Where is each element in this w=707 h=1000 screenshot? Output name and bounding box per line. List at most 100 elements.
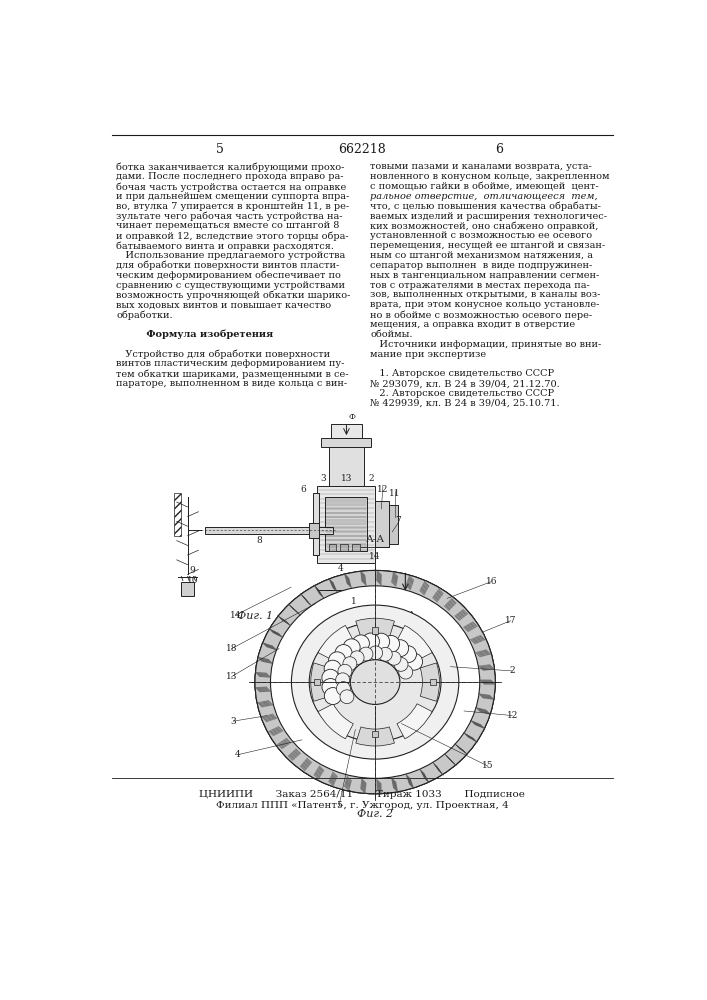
Bar <box>352 544 360 551</box>
Text: товыми пазами и каналами возврата, уста-: товыми пазами и каналами возврата, уста- <box>370 162 592 171</box>
Text: что, с целью повышения качества обрабаты-: что, с целью повышения качества обрабаты… <box>370 202 602 211</box>
Text: ческим деформированием обеспечивает по: ческим деформированием обеспечивает по <box>116 271 341 280</box>
Ellipse shape <box>271 586 480 778</box>
Text: сепаратор выполнен  в виде подпружинен-: сепаратор выполнен в виде подпружинен- <box>370 261 592 270</box>
Bar <box>372 627 378 634</box>
Text: но в обойме с возможностью осевого пере-: но в обойме с возможностью осевого пере- <box>370 310 592 320</box>
Text: возможность упрочняющей обкатки шарико-: возможность упрочняющей обкатки шарико- <box>116 290 351 300</box>
Bar <box>317 486 375 563</box>
Text: перемещения, несущей ее штангой и связан-: перемещения, несущей ее штангой и связан… <box>370 241 606 250</box>
Text: во, втулка 7 упирается в кронштейн 11, в ре-: во, втулка 7 упирается в кронштейн 11, в… <box>116 202 349 211</box>
Text: ных в тангенциальном направлении сегмен-: ных в тангенциальном направлении сегмен- <box>370 271 600 280</box>
Circle shape <box>324 660 341 677</box>
Circle shape <box>394 657 408 671</box>
Text: А-А: А-А <box>366 534 385 544</box>
Text: сравнению с существующими устройствами: сравнению с существующими устройствами <box>116 281 345 290</box>
Bar <box>430 679 436 685</box>
Text: № 429939, кл. В 24 в 39/04, 25.10.71.: № 429939, кл. В 24 в 39/04, 25.10.71. <box>370 399 560 408</box>
Text: бочая часть устройства остается на оправке: бочая часть устройства остается на оправ… <box>116 182 346 192</box>
Text: врата, при этом конусное кольцо установле-: врата, при этом конусное кольцо установл… <box>370 300 600 309</box>
Bar <box>372 731 378 737</box>
Text: Фиг. 2: Фиг. 2 <box>357 809 393 819</box>
Bar <box>313 493 320 555</box>
Circle shape <box>406 653 423 670</box>
Text: тов с отражателями в местах перехода па-: тов с отражателями в местах перехода па- <box>370 281 590 290</box>
Circle shape <box>335 645 352 662</box>
Text: 13: 13 <box>341 474 352 483</box>
Text: винтов пластическим деформированием пу-: винтов пластическим деформированием пу- <box>116 359 344 368</box>
Text: мещения, а оправка входит в отверстие: мещения, а оправка входит в отверстие <box>370 320 575 329</box>
Ellipse shape <box>271 586 480 778</box>
Text: новленного в конусном кольце, закрепленном: новленного в конусном кольце, закрепленн… <box>370 172 610 181</box>
Text: 2. Авторское свидетельство СССР: 2. Авторское свидетельство СССР <box>370 389 554 398</box>
Text: ральное отверстие,  отличающееся  тем,: ральное отверстие, отличающееся тем, <box>370 192 598 201</box>
Circle shape <box>322 669 339 686</box>
Text: 6: 6 <box>495 143 503 156</box>
Text: 12: 12 <box>378 485 389 494</box>
Wedge shape <box>356 618 395 637</box>
Text: 7: 7 <box>395 516 402 525</box>
Wedge shape <box>318 625 354 660</box>
Text: тем обкатки шариками, размещенными в се-: тем обкатки шариками, размещенными в се- <box>116 369 349 379</box>
Text: батываемого винта и оправки расходятся.: батываемого винта и оправки расходятся. <box>116 241 334 251</box>
Text: 13: 13 <box>226 672 238 681</box>
Text: Ф: Ф <box>348 413 355 421</box>
Circle shape <box>322 679 339 695</box>
Wedge shape <box>397 625 432 660</box>
Text: 3: 3 <box>230 717 236 726</box>
Bar <box>389 505 398 544</box>
Wedge shape <box>397 704 432 739</box>
Bar <box>329 544 337 551</box>
Bar <box>182 582 194 596</box>
Wedge shape <box>311 663 330 701</box>
Text: установленной с возможностью ее осевого: установленной с возможностью ее осевого <box>370 231 592 240</box>
Circle shape <box>352 635 370 652</box>
Circle shape <box>337 682 351 695</box>
Text: Устройство для обработки поверхности: Устройство для обработки поверхности <box>116 350 330 359</box>
Ellipse shape <box>309 623 441 741</box>
Text: 10: 10 <box>187 576 198 585</box>
Text: ным со штангой механизмом натяжения, а: ным со штангой механизмом натяжения, а <box>370 251 593 260</box>
Text: дами. После последнего прохода вправо ра-: дами. После последнего прохода вправо ра… <box>116 172 344 181</box>
Text: Филиал ППП «Патент», г. Ужгород, ул. Проектная, 4: Филиал ППП «Патент», г. Ужгород, ул. Про… <box>216 801 508 810</box>
Circle shape <box>325 688 341 705</box>
Text: 16: 16 <box>486 577 497 586</box>
Text: ботка заканчивается калибрующими прохо-: ботка заканчивается калибрующими прохо- <box>116 162 344 172</box>
Text: ких возможностей, оно снабжено оправкой,: ких возможностей, оно снабжено оправкой, <box>370 221 599 231</box>
Bar <box>340 544 348 551</box>
Ellipse shape <box>291 605 459 759</box>
Wedge shape <box>318 704 354 739</box>
Text: и оправкой 12, вследствие этого торцы обра-: и оправкой 12, вследствие этого торцы об… <box>116 231 349 241</box>
Text: 5: 5 <box>336 801 342 810</box>
Text: 11: 11 <box>389 489 400 498</box>
Circle shape <box>343 657 357 671</box>
Wedge shape <box>420 663 440 701</box>
Text: с помощью гайки в обойме, имеющей  цент-: с помощью гайки в обойме, имеющей цент- <box>370 182 599 191</box>
Bar <box>204 527 332 534</box>
Text: 17: 17 <box>505 616 517 625</box>
Text: ваемых изделий и расширения технологичес-: ваемых изделий и расширения технологичес… <box>370 212 607 221</box>
Circle shape <box>399 646 416 663</box>
Text: обработки.: обработки. <box>116 310 173 320</box>
Circle shape <box>368 646 382 660</box>
Circle shape <box>382 635 399 652</box>
Text: для обработки поверхности винтов пласти-: для обработки поверхности винтов пласти- <box>116 261 339 270</box>
Ellipse shape <box>255 570 495 794</box>
Wedge shape <box>356 727 395 746</box>
Text: 14: 14 <box>230 611 241 620</box>
Circle shape <box>392 640 409 657</box>
Text: 9: 9 <box>189 566 195 575</box>
Circle shape <box>343 639 360 656</box>
Bar <box>314 679 320 685</box>
Text: 12: 12 <box>507 711 518 720</box>
Text: 6: 6 <box>300 485 306 494</box>
Text: 18: 18 <box>226 644 238 653</box>
Circle shape <box>340 690 354 704</box>
Text: и при дальнейшем смещении суппорта впра-: и при дальнейшем смещении суппорта впра- <box>116 192 349 201</box>
Text: зультате чего рабочая часть устройства на-: зультате чего рабочая часть устройства н… <box>116 212 343 221</box>
Text: 2: 2 <box>368 474 374 483</box>
Circle shape <box>329 652 346 669</box>
Text: ЦНИИПИ       Заказ 2564/11       Тираж 1033       Подписное: ЦНИИПИ Заказ 2564/11 Тираж 1033 Подписно… <box>199 790 525 799</box>
Text: чинает перемещаться вместе со штангой 8: чинает перемещаться вместе со штангой 8 <box>116 221 339 230</box>
Bar <box>309 523 319 538</box>
